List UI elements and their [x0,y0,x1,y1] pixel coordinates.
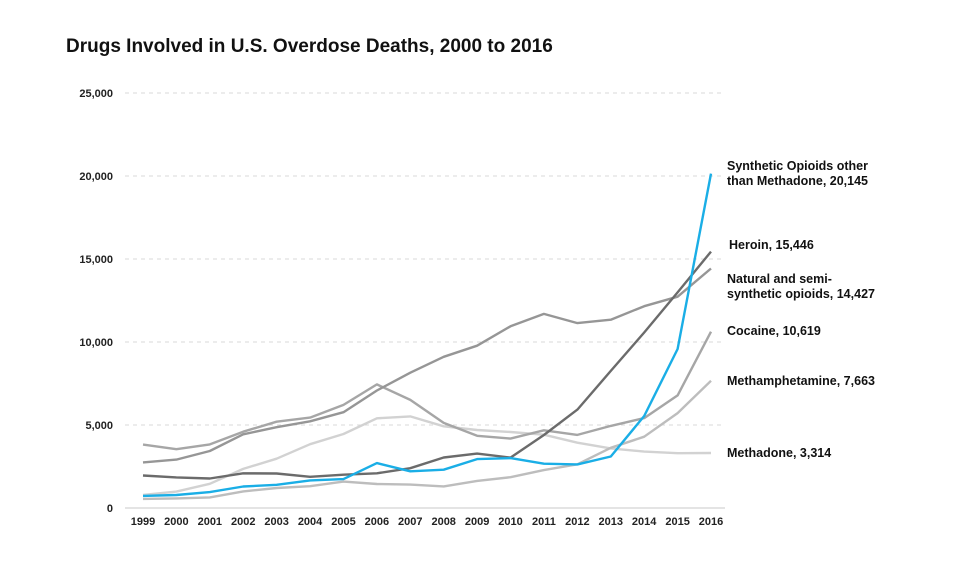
series-label: Cocaine, 10,619 [727,324,821,338]
y-tick-label: 5,000 [85,420,113,432]
series-line-methadone [142,415,712,497]
x-tick-label: 2013 [599,516,623,528]
x-tick-label: 2008 [431,516,455,528]
x-tick-label: 2001 [198,516,222,528]
x-tick-label: 2003 [264,516,288,528]
x-tick-label: 2009 [465,516,489,528]
series-line-natural-and-semi-synthetic-opioids [142,267,712,464]
x-tick-label: 1999 [131,516,155,528]
x-tick-label: 2005 [331,516,355,528]
x-tick-label: 2012 [565,516,589,528]
series-label: Natural and semi-synthetic opioids, 14,4… [727,272,875,301]
series-label: Methamphetamine, 7,663 [727,374,875,388]
series-line-cocaine [142,331,713,451]
series-line-methamphetamine [142,379,712,501]
chart-title: Drugs Involved in U.S. Overdose Deaths, … [66,36,553,57]
series-label: Synthetic Opioids other than Methadone, 2… [727,159,868,188]
x-tick-label: 2002 [231,516,255,528]
series-line-synthetic-opioids-other-than-methadone [142,173,713,498]
series-label: Heroin, 15,446 [729,238,814,252]
x-tick-label: 2007 [398,516,422,528]
x-tick-label: 2015 [665,516,689,528]
y-tick-label: 15,000 [79,254,113,266]
y-tick-label: 25,000 [79,88,113,100]
y-tick-label: 0 [107,503,113,515]
x-tick-label: 2016 [699,516,723,528]
x-tick-label: 2006 [365,516,389,528]
series-label: Methadone, 3,314 [727,446,831,460]
x-tick-label: 2000 [164,516,188,528]
x-tick-label: 2014 [632,516,657,528]
x-tick-label: 2004 [298,516,323,528]
x-tick-label: 2010 [498,516,522,528]
y-tick-label: 20,000 [79,171,113,183]
series-line-heroin [142,250,712,480]
y-tick-label: 10,000 [79,337,113,349]
x-tick-label: 2011 [532,516,556,528]
